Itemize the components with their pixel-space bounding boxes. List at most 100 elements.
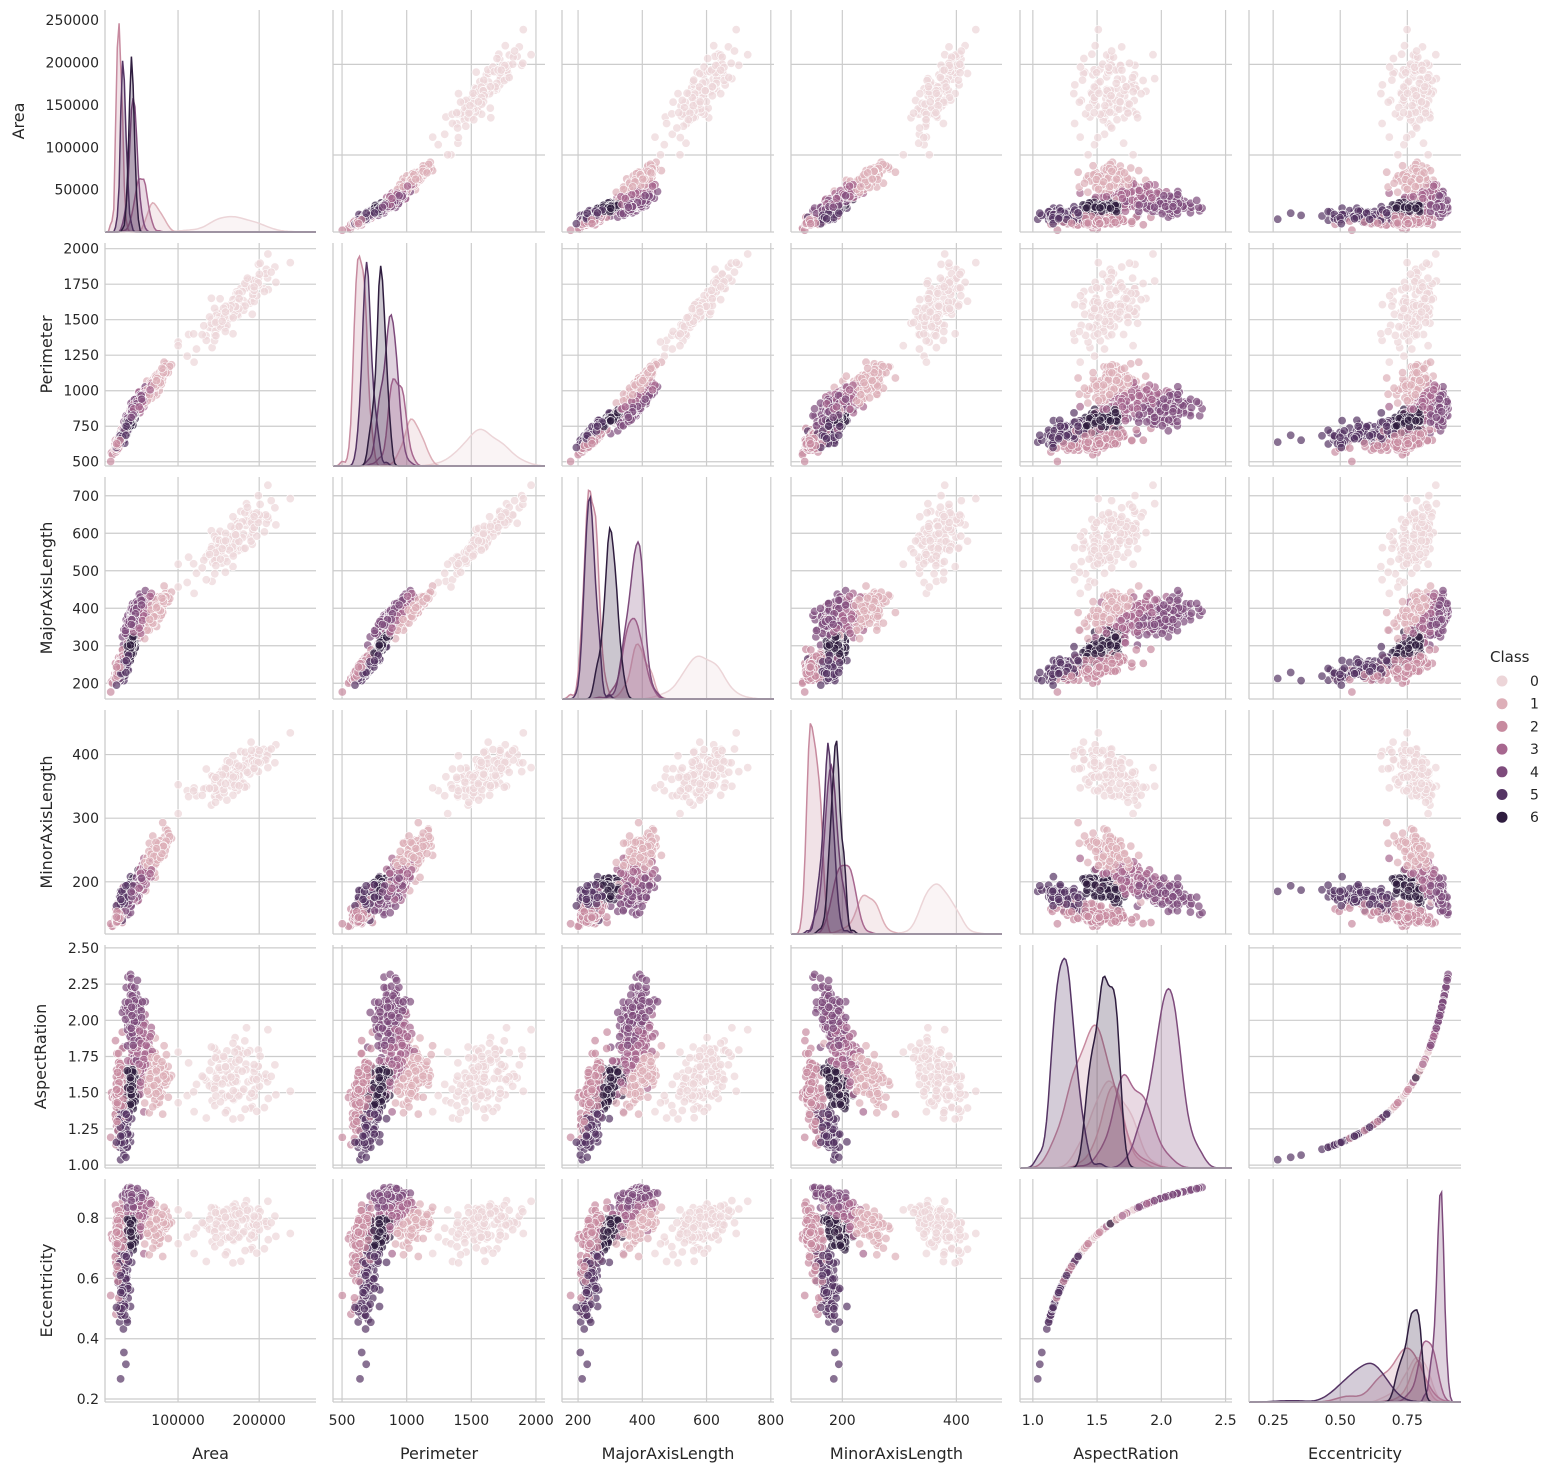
scatter-point [655,150,665,160]
panel-Area-vs-AspectRation [1019,10,1232,235]
scatter-point [1402,25,1412,35]
scatter-point [1296,210,1306,220]
scatter-point [402,181,412,191]
scatter-point [1110,217,1120,227]
scatter-point [587,219,597,229]
scatter-point [443,150,453,160]
scatter-point [1431,202,1441,212]
scatter-point [1117,42,1127,52]
panel-Area-vs-Perimeter [332,10,545,235]
scatter-point [1286,208,1296,218]
scatter-point [606,203,616,213]
scatter-point [1419,138,1429,148]
scatter-point [1397,49,1407,59]
scatter-point [453,123,463,133]
scatter-point [1128,73,1138,83]
scatter-point [468,88,478,98]
scatter-point [956,46,966,56]
scatter-point [1407,101,1417,111]
scatter-point [1411,203,1421,213]
scatter-point [1350,214,1360,224]
scatter-point [1035,208,1045,218]
scatter-point [1107,123,1117,133]
scatter-point [709,41,719,51]
scatter-point [1417,97,1427,107]
scatter-point [640,191,650,201]
panel-Area-vs-Area [104,10,316,233]
scatter-point [1088,161,1098,171]
scatter-point [919,133,929,143]
scatter-point [592,208,602,218]
scatter-point [938,119,948,129]
scatter-point [526,50,536,60]
scatter-point [337,225,347,235]
scatter-point [1120,168,1130,178]
scatter-point [1115,97,1125,107]
scatter-point [1377,80,1387,90]
scatter-point [471,67,481,77]
scatter-point [469,115,479,125]
scatter-point [1393,218,1403,228]
scatter-point [1389,178,1399,188]
scatter-point [1421,108,1431,118]
scatter-point [1106,91,1116,101]
scatter-point [1121,82,1131,92]
scatter-point [1399,108,1409,118]
scatter-point [822,214,832,224]
scatter-point [1093,25,1103,35]
scatter-point [1412,123,1422,133]
scatter-point [1388,53,1398,63]
scatter-point [925,97,935,107]
scatter-point [1078,75,1088,85]
scatter-point [647,181,657,191]
scatter-point [921,115,931,125]
scatter-point [486,113,496,123]
scatter-point [1336,219,1346,229]
scatter-point [428,132,438,142]
scatter-point [1382,167,1392,177]
scatter-point [465,101,475,111]
scatter-point [1393,150,1403,160]
scatter-point [1431,50,1441,60]
scatter-point [1090,41,1100,51]
scatter-point [890,167,900,177]
scatter-point [724,73,734,83]
scatter-point [473,97,483,107]
scatter-point [638,174,648,184]
scatter-point [675,150,685,160]
scatter-point [440,129,450,139]
scatter-point [1136,89,1146,99]
scatter-point [1123,108,1133,118]
scatter-point [485,103,495,113]
scatter-point [1093,133,1103,143]
scatter-point [1102,192,1112,202]
scatter-point [1111,174,1121,184]
scatter-point [1377,119,1387,129]
scatter-point [1403,88,1413,98]
scatter-point [456,97,466,107]
scatter-point [1384,132,1394,142]
scatter-point [1134,200,1144,210]
scatter-point [674,108,684,118]
scatter-point [695,97,705,107]
scatter-point [1094,184,1104,194]
scatter-point [1095,219,1105,229]
scatter-point [387,194,397,204]
kde-fill-class-5 [105,60,316,232]
scatter-point [1125,58,1135,68]
scatter-point [955,59,965,69]
scatter-point [683,115,693,125]
scatter-point [1087,49,1097,59]
scatter-point [566,225,576,235]
scatter-point [1128,150,1138,160]
scatter-point [1069,89,1079,99]
scatter-point [1117,65,1127,75]
scatter-point [518,25,528,35]
scatter-point [1080,178,1090,188]
scatter-point [1423,150,1433,160]
scatter-point [453,133,463,143]
scatter-point [659,140,669,150]
scatter-point [504,73,514,83]
scatter-point [1111,78,1121,88]
scatter-point [1089,108,1099,118]
